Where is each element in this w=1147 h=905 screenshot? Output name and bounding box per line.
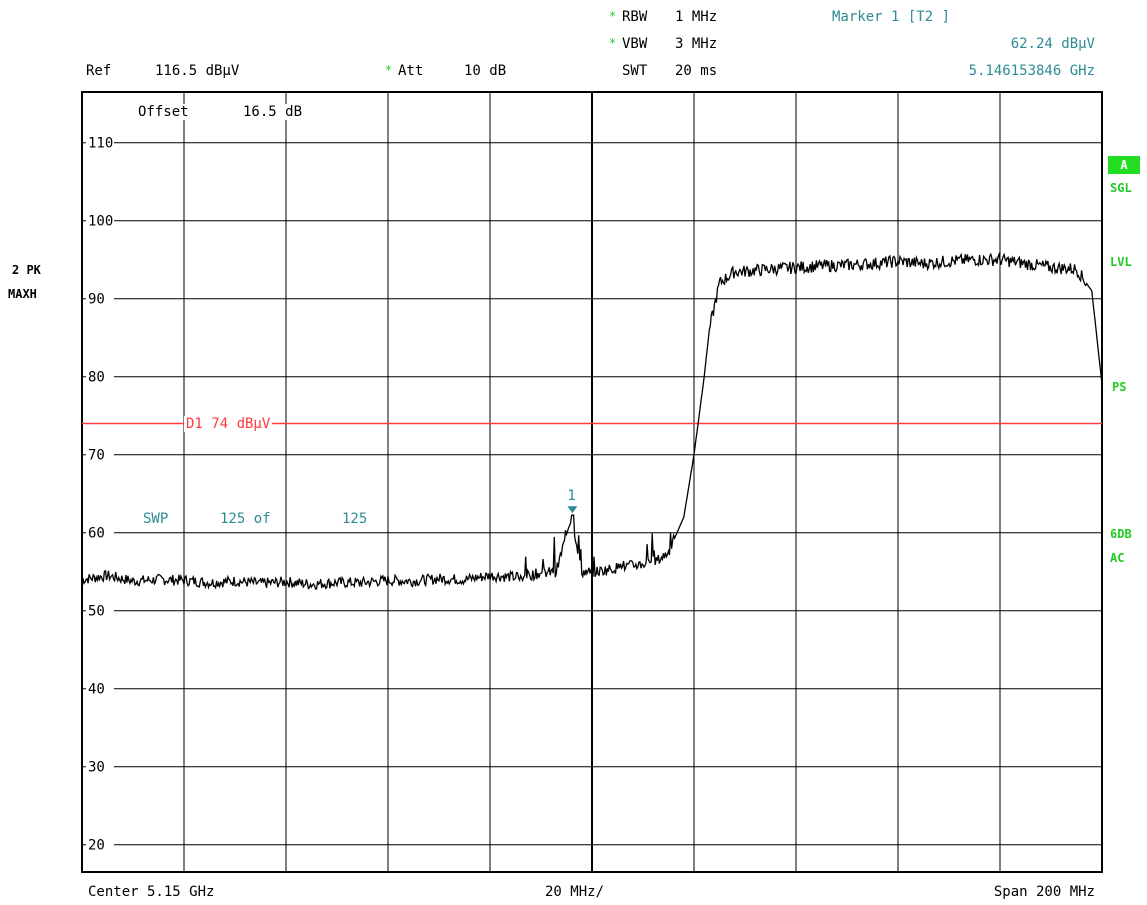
grid bbox=[81, 91, 1103, 873]
ref-label: Ref bbox=[86, 63, 112, 79]
att-value: 10 dB bbox=[464, 63, 507, 79]
rbw-label: RBW bbox=[622, 9, 648, 25]
6db-label: 6DB bbox=[1110, 527, 1132, 541]
att-star: * bbox=[385, 63, 393, 77]
y-tick-label: 20 bbox=[88, 838, 105, 854]
y-tick-bg bbox=[86, 758, 114, 775]
marker-1-triangle bbox=[567, 506, 578, 514]
ps-label: PS bbox=[1112, 380, 1127, 394]
offset-label: Offset bbox=[138, 104, 189, 120]
y-tick-label: 40 bbox=[88, 682, 105, 698]
y-tick-bg bbox=[86, 446, 114, 463]
rbw-value: 1 MHz bbox=[675, 9, 718, 25]
ref-value: 116.5 dBµV bbox=[155, 63, 240, 79]
marker-frequency: 5.146153846 GHz bbox=[968, 63, 1095, 79]
marker-title: Marker 1 [T2 ] bbox=[832, 9, 951, 25]
y-tick-label: 70 bbox=[88, 448, 105, 464]
trace-group bbox=[81, 251, 1103, 590]
sweep-label: SWP bbox=[143, 511, 169, 527]
y-tick-bg bbox=[86, 212, 114, 229]
vbw-star: * bbox=[609, 36, 617, 50]
y-tick-bg bbox=[86, 602, 114, 619]
center-frequency: Center 5.15 GHz bbox=[88, 884, 215, 900]
lvl-label: LVL bbox=[1110, 255, 1132, 269]
swt-value: 20 ms bbox=[675, 63, 718, 79]
y-tick-label: 60 bbox=[88, 526, 105, 542]
ac-label: AC bbox=[1110, 551, 1125, 565]
sweep-total: 125 bbox=[342, 511, 368, 527]
y-tick-label: 80 bbox=[88, 370, 105, 386]
trace-a-badge: A bbox=[1108, 156, 1140, 174]
att-label: Att bbox=[398, 63, 424, 79]
trace-hold-label: MAXH bbox=[8, 287, 37, 301]
y-tick-label: 50 bbox=[88, 604, 105, 620]
display-line-label: D1 74 dBµV bbox=[184, 416, 273, 432]
rbw-star: * bbox=[609, 9, 617, 23]
vbw-value: 3 MHz bbox=[675, 36, 718, 52]
y-tick-label: 110 bbox=[88, 136, 113, 152]
y-tick-label: 100 bbox=[88, 214, 113, 230]
trace-line bbox=[81, 251, 1103, 590]
y-tick-bg bbox=[86, 680, 114, 697]
y-tick-label: 30 bbox=[88, 760, 105, 776]
marker-group bbox=[567, 506, 578, 514]
marker-level: 62.24 dBµV bbox=[1010, 36, 1095, 52]
y-tick-label: 90 bbox=[88, 292, 105, 308]
offset-value: 16.5 dB bbox=[243, 104, 303, 120]
marker-number-label: 1 bbox=[567, 488, 576, 505]
y-tick-bg bbox=[86, 134, 114, 151]
swt-label: SWT bbox=[622, 63, 648, 79]
per-division: 20 MHz/ bbox=[545, 884, 605, 900]
y-tick-bg bbox=[86, 836, 114, 853]
vbw-label: VBW bbox=[622, 36, 648, 52]
y-tick-bg bbox=[86, 524, 114, 541]
span-value: Span 200 MHz bbox=[993, 884, 1095, 900]
y-tick-bg bbox=[86, 368, 114, 385]
sgl-label: SGL bbox=[1110, 181, 1132, 195]
trace-mode-label: 2 PK bbox=[12, 263, 41, 277]
sweep-count: 125 of bbox=[220, 511, 271, 527]
y-tick-labels: 20 30 40 50 60 70 80 90 100 110 bbox=[86, 134, 114, 854]
y-tick-bg bbox=[86, 290, 114, 307]
